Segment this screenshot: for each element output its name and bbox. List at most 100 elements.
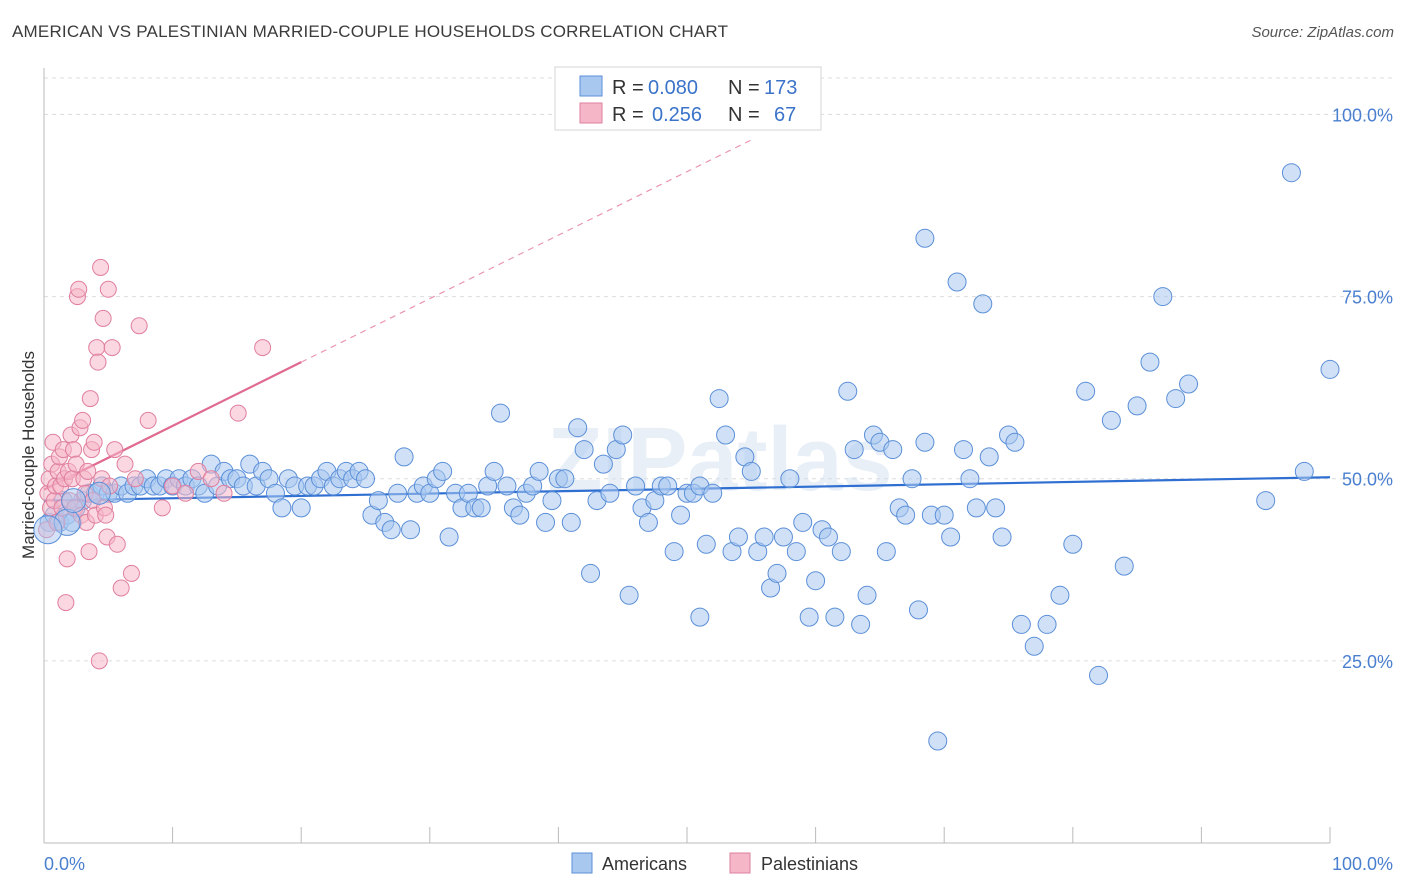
- point-americans: [728, 527, 748, 547]
- point-americans: [626, 476, 646, 496]
- point-palestinians: [215, 484, 233, 502]
- point-americans: [934, 505, 954, 525]
- point-americans: [690, 607, 710, 627]
- legend-r-value-2: 0.256: [652, 104, 702, 126]
- point-palestinians: [229, 404, 247, 422]
- point-americans: [658, 476, 678, 496]
- point-americans: [568, 418, 588, 438]
- point-americans: [529, 461, 549, 481]
- points-layer: [33, 163, 1340, 751]
- point-americans: [825, 607, 845, 627]
- point-americans-cluster: [61, 488, 87, 514]
- x-tick-label-max: 100.0%: [1332, 854, 1393, 874]
- point-palestinians: [81, 390, 99, 408]
- legend-r-label-1: R =: [612, 77, 644, 99]
- y-tick-label: 75.0%: [1342, 288, 1393, 308]
- point-americans: [491, 403, 511, 423]
- point-americans: [851, 614, 871, 634]
- y-tick-label: 50.0%: [1342, 470, 1393, 490]
- point-americans: [973, 294, 993, 314]
- point-americans: [1179, 374, 1199, 394]
- point-americans: [401, 520, 421, 540]
- point-americans: [709, 389, 729, 409]
- point-americans: [1063, 534, 1083, 554]
- point-americans: [966, 498, 986, 518]
- point-palestinians: [74, 411, 92, 429]
- point-americans: [992, 527, 1012, 547]
- point-palestinians: [176, 484, 194, 502]
- bottom-legend-palestinians: Palestinians: [761, 854, 858, 874]
- point-americans: [844, 440, 864, 460]
- point-palestinians: [202, 470, 220, 488]
- legend-n-value-1: 173: [764, 77, 797, 99]
- point-americans: [818, 527, 838, 547]
- point-americans: [671, 505, 691, 525]
- point-americans: [593, 454, 613, 474]
- point-americans: [638, 512, 658, 532]
- point-americans: [1281, 163, 1301, 183]
- point-americans: [433, 461, 453, 481]
- point-palestinians: [139, 411, 157, 429]
- point-americans: [831, 542, 851, 562]
- point-americans: [806, 571, 826, 591]
- point-americans: [793, 512, 813, 532]
- point-americans: [1140, 352, 1160, 372]
- point-americans: [928, 731, 948, 751]
- point-americans: [291, 498, 311, 518]
- legend-n-label-1: N =: [728, 77, 760, 99]
- point-americans-cluster: [87, 481, 111, 505]
- point-americans: [439, 527, 459, 547]
- legend-r-label-2: R =: [612, 104, 644, 126]
- point-americans: [941, 527, 961, 547]
- point-americans: [883, 440, 903, 460]
- point-palestinians: [189, 462, 207, 480]
- point-americans: [1005, 432, 1025, 452]
- point-americans: [953, 440, 973, 460]
- point-palestinians: [90, 652, 108, 670]
- point-palestinians: [99, 280, 117, 298]
- point-americans: [1101, 410, 1121, 430]
- y-tick-label: 100.0%: [1332, 105, 1393, 125]
- point-americans: [1076, 381, 1096, 401]
- point-palestinians: [65, 441, 83, 459]
- point-palestinians: [106, 441, 124, 459]
- legend-n-value-2: 67: [774, 104, 796, 126]
- point-americans: [780, 469, 800, 489]
- point-americans: [1127, 396, 1147, 416]
- point-americans: [799, 607, 819, 627]
- point-americans: [979, 447, 999, 467]
- point-palestinians: [153, 499, 171, 517]
- point-americans: [786, 542, 806, 562]
- point-palestinians: [79, 462, 97, 480]
- point-americans: [857, 585, 877, 605]
- point-americans: [915, 432, 935, 452]
- chart-source: Source: ZipAtlas.com: [1251, 24, 1394, 41]
- point-americans: [838, 381, 858, 401]
- point-americans: [613, 425, 633, 445]
- point-americans: [1294, 461, 1314, 481]
- axis-layer: [43, 68, 1331, 844]
- point-palestinians: [94, 309, 112, 327]
- legend-swatch-americans: [579, 75, 603, 97]
- point-americans: [902, 469, 922, 489]
- point-palestinians: [254, 339, 272, 357]
- point-americans: [876, 542, 896, 562]
- point-americans: [773, 527, 793, 547]
- point-americans: [394, 447, 414, 467]
- point-palestinians: [92, 258, 110, 276]
- point-americans: [741, 461, 761, 481]
- bottom-legend-swatch-americans: [571, 852, 593, 874]
- point-palestinians: [126, 470, 144, 488]
- point-americans: [1256, 491, 1276, 511]
- bottom-legend-swatch-palestinians: [729, 852, 751, 874]
- x-tick-label-min: 0.0%: [44, 854, 85, 874]
- point-palestinians: [122, 564, 140, 582]
- point-palestinians: [108, 535, 126, 553]
- point-americans: [581, 563, 601, 583]
- point-americans: [381, 520, 401, 540]
- label-layer: 25.0% 50.0% 75.0% 100.0% 0.0% 100.0% Married-c…: [19, 105, 1393, 874]
- point-americans: [561, 512, 581, 532]
- point-palestinians: [70, 280, 88, 298]
- point-americans: [696, 534, 716, 554]
- legend-n-label-2: N =: [728, 104, 760, 126]
